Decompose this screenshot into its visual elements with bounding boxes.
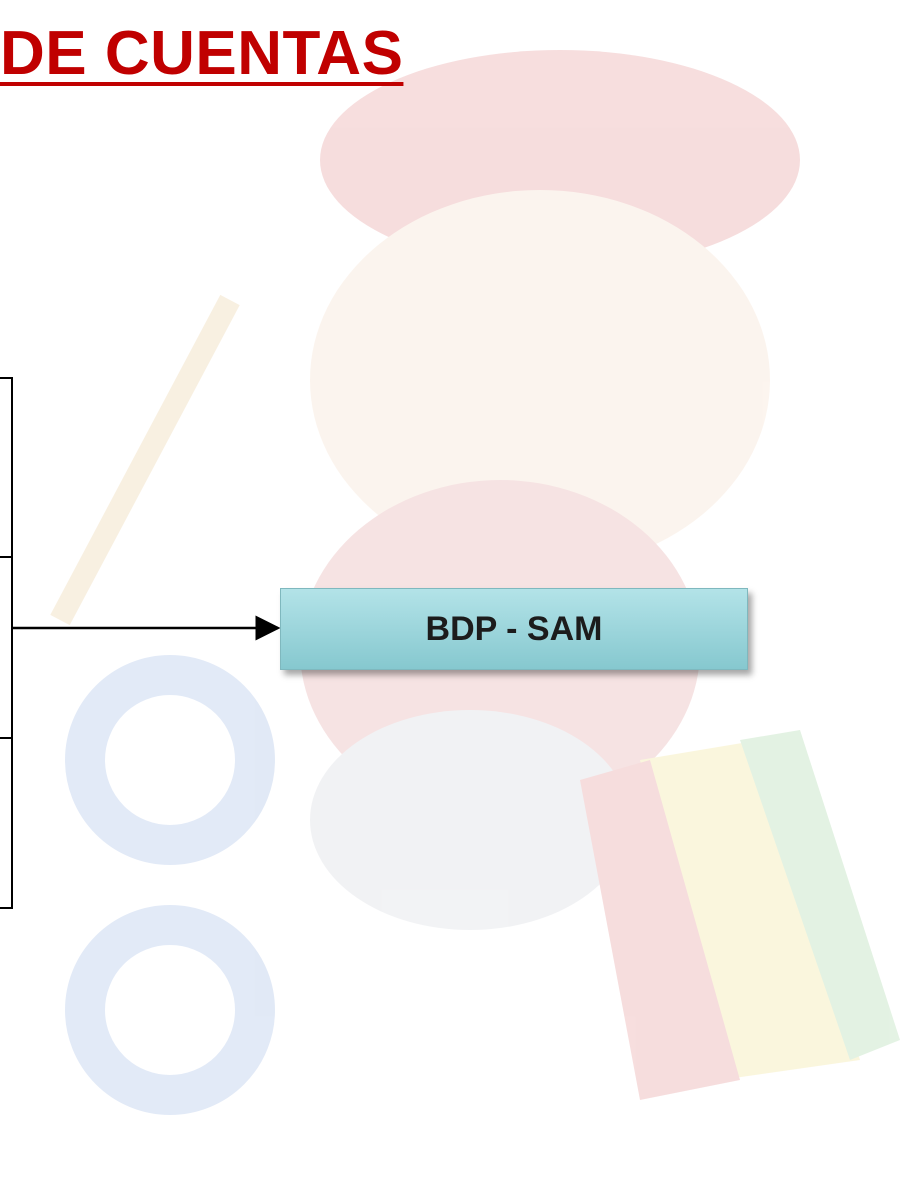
left-box	[0, 378, 12, 908]
node-box: BDP - SAM	[280, 588, 748, 670]
page: DE CUENTAS BDP - SAM (() => { const data…	[0, 0, 923, 1182]
watermark	[60, 50, 900, 1100]
title: DE CUENTAS	[0, 18, 403, 89]
